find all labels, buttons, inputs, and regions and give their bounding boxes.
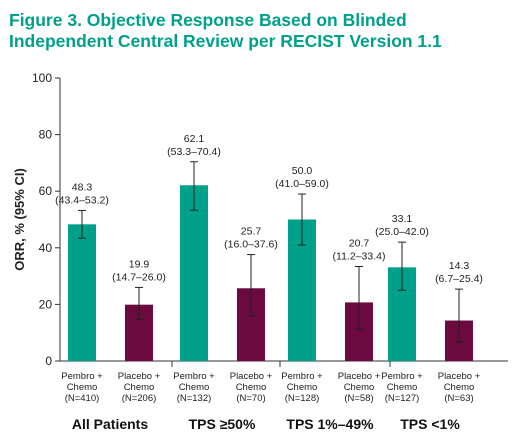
data-label-ci: (41.0–59.0) <box>275 178 329 190</box>
data-label-value: 33.1 <box>392 213 413 225</box>
arm-label: Pembro + <box>381 371 423 382</box>
data-label-value: 14.3 <box>449 260 470 272</box>
data-label-value: 48.3 <box>72 181 93 193</box>
arm-label: (N=70) <box>236 393 265 404</box>
data-label-value: 25.7 <box>241 226 262 238</box>
arm-label: Chemo <box>124 382 155 393</box>
arm-label: Pembro + <box>173 371 215 382</box>
arm-label: (N=132) <box>177 393 212 404</box>
arm-label: Chemo <box>236 382 267 393</box>
arm-label: Chemo <box>67 382 98 393</box>
arm-label: Placebo + <box>118 371 161 382</box>
arm-label: Pembro + <box>281 371 323 382</box>
data-label-ci: (14.7–26.0) <box>112 271 166 283</box>
group-label: TPS 1%–49% <box>286 416 374 432</box>
arm-label: (N=58) <box>344 393 373 404</box>
data-label-ci: (11.2–33.4) <box>333 250 386 262</box>
data-label-value: 50.0 <box>292 165 313 177</box>
data-label-ci: (25.0–42.0) <box>375 226 429 238</box>
arm-label: (N=206) <box>122 393 157 404</box>
arm-label: Pembro + <box>61 371 103 382</box>
arm-label: Chemo <box>179 382 210 393</box>
y-tick-label: 40 <box>39 241 53 255</box>
arm-label: (N=128) <box>285 393 320 404</box>
data-label-ci: (53.3–70.4) <box>167 146 221 158</box>
data-label-ci: (43.4–53.2) <box>55 194 109 206</box>
arm-label: (N=127) <box>385 393 420 404</box>
arm-label: Chemo <box>444 382 475 393</box>
bar-pembro <box>180 185 208 361</box>
arm-label: (N=63) <box>444 393 473 404</box>
y-tick-label: 20 <box>39 297 53 311</box>
y-tick-label: 80 <box>39 128 53 142</box>
arm-label: Chemo <box>344 382 375 393</box>
arm-label: Chemo <box>387 382 418 393</box>
arm-label: Placebo + <box>230 371 273 382</box>
group-label: All Patients <box>72 416 148 432</box>
data-label-value: 62.1 <box>184 133 205 145</box>
group-label: TPS <1% <box>400 416 460 432</box>
y-tick-label: 0 <box>45 354 52 368</box>
arm-label: Placebo + <box>338 371 381 382</box>
data-label-value: 19.9 <box>129 258 150 270</box>
arm-label: (N=410) <box>65 393 100 404</box>
chart-title: Figure 3. Objective Response Based on Bl… <box>9 10 442 51</box>
arm-label: Chemo <box>287 382 318 393</box>
y-axis-label: ORR, % (95% CI) <box>12 168 27 271</box>
y-tick-label: 100 <box>32 71 52 85</box>
data-label-value: 20.7 <box>349 237 370 249</box>
y-tick-label: 60 <box>39 184 53 198</box>
bar-pembro <box>68 224 96 361</box>
arm-label: Placebo + <box>438 371 481 382</box>
data-label-ci: (6.7–25.4) <box>435 273 483 285</box>
group-label: TPS ≥50% <box>189 416 256 432</box>
data-label-ci: (16.0–37.6) <box>224 239 278 251</box>
